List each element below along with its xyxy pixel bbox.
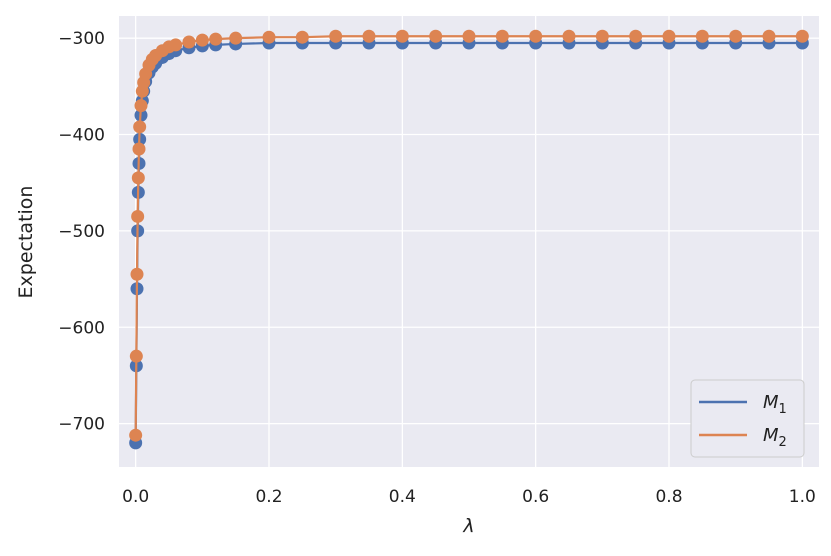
- data-point: [529, 29, 543, 43]
- data-point: [462, 29, 476, 43]
- x-tick-label: 0.4: [389, 487, 416, 507]
- data-point: [129, 428, 143, 442]
- data-point: [395, 29, 409, 43]
- data-point: [429, 29, 443, 43]
- y-tick-label: −500: [58, 222, 105, 242]
- data-point: [195, 33, 209, 47]
- data-point: [662, 29, 676, 43]
- data-point: [762, 29, 776, 43]
- data-point: [132, 142, 146, 156]
- x-tick-label: 1.0: [789, 487, 816, 507]
- x-tick-label: 0.6: [522, 487, 549, 507]
- data-point: [795, 29, 809, 43]
- y-tick-label: −300: [58, 29, 105, 49]
- data-point: [262, 30, 276, 44]
- y-tick-label: −400: [58, 126, 105, 146]
- legend-box: [690, 379, 805, 458]
- data-point: [131, 171, 145, 185]
- data-point: [629, 29, 643, 43]
- x-tick-labels: 0.0 0.2 0.4 0.6 0.8 1.0: [122, 487, 816, 507]
- y-axis-label: Expectation: [15, 186, 37, 299]
- x-tick-label: 0.8: [655, 487, 682, 507]
- data-point: [133, 120, 147, 134]
- y-tick-label: −600: [58, 318, 105, 338]
- y-tick-label: −700: [58, 415, 105, 435]
- legend-label-subscript: 2: [779, 435, 787, 450]
- data-point: [130, 267, 144, 281]
- data-point: [134, 99, 148, 113]
- legend-label-subscript: 1: [779, 402, 787, 417]
- data-point: [229, 31, 243, 45]
- data-point: [729, 29, 743, 43]
- data-point: [495, 29, 509, 43]
- data-point: [129, 349, 143, 363]
- y-tick-labels: −700 −600 −500 −400 −300: [58, 29, 105, 434]
- series-layer: [129, 29, 809, 450]
- data-point: [362, 29, 376, 43]
- data-point: [695, 29, 709, 43]
- x-tick-label: 0.0: [122, 487, 149, 507]
- data-point: [209, 32, 223, 46]
- data-point: [595, 29, 609, 43]
- data-point: [295, 30, 309, 44]
- data-point: [329, 29, 343, 43]
- x-axis-label: λ: [462, 515, 474, 537]
- data-point: [562, 29, 576, 43]
- data-point: [131, 209, 145, 223]
- series-M_2: [129, 29, 809, 442]
- data-point: [182, 35, 196, 49]
- x-tick-label: 0.2: [255, 487, 282, 507]
- data-point: [169, 38, 183, 52]
